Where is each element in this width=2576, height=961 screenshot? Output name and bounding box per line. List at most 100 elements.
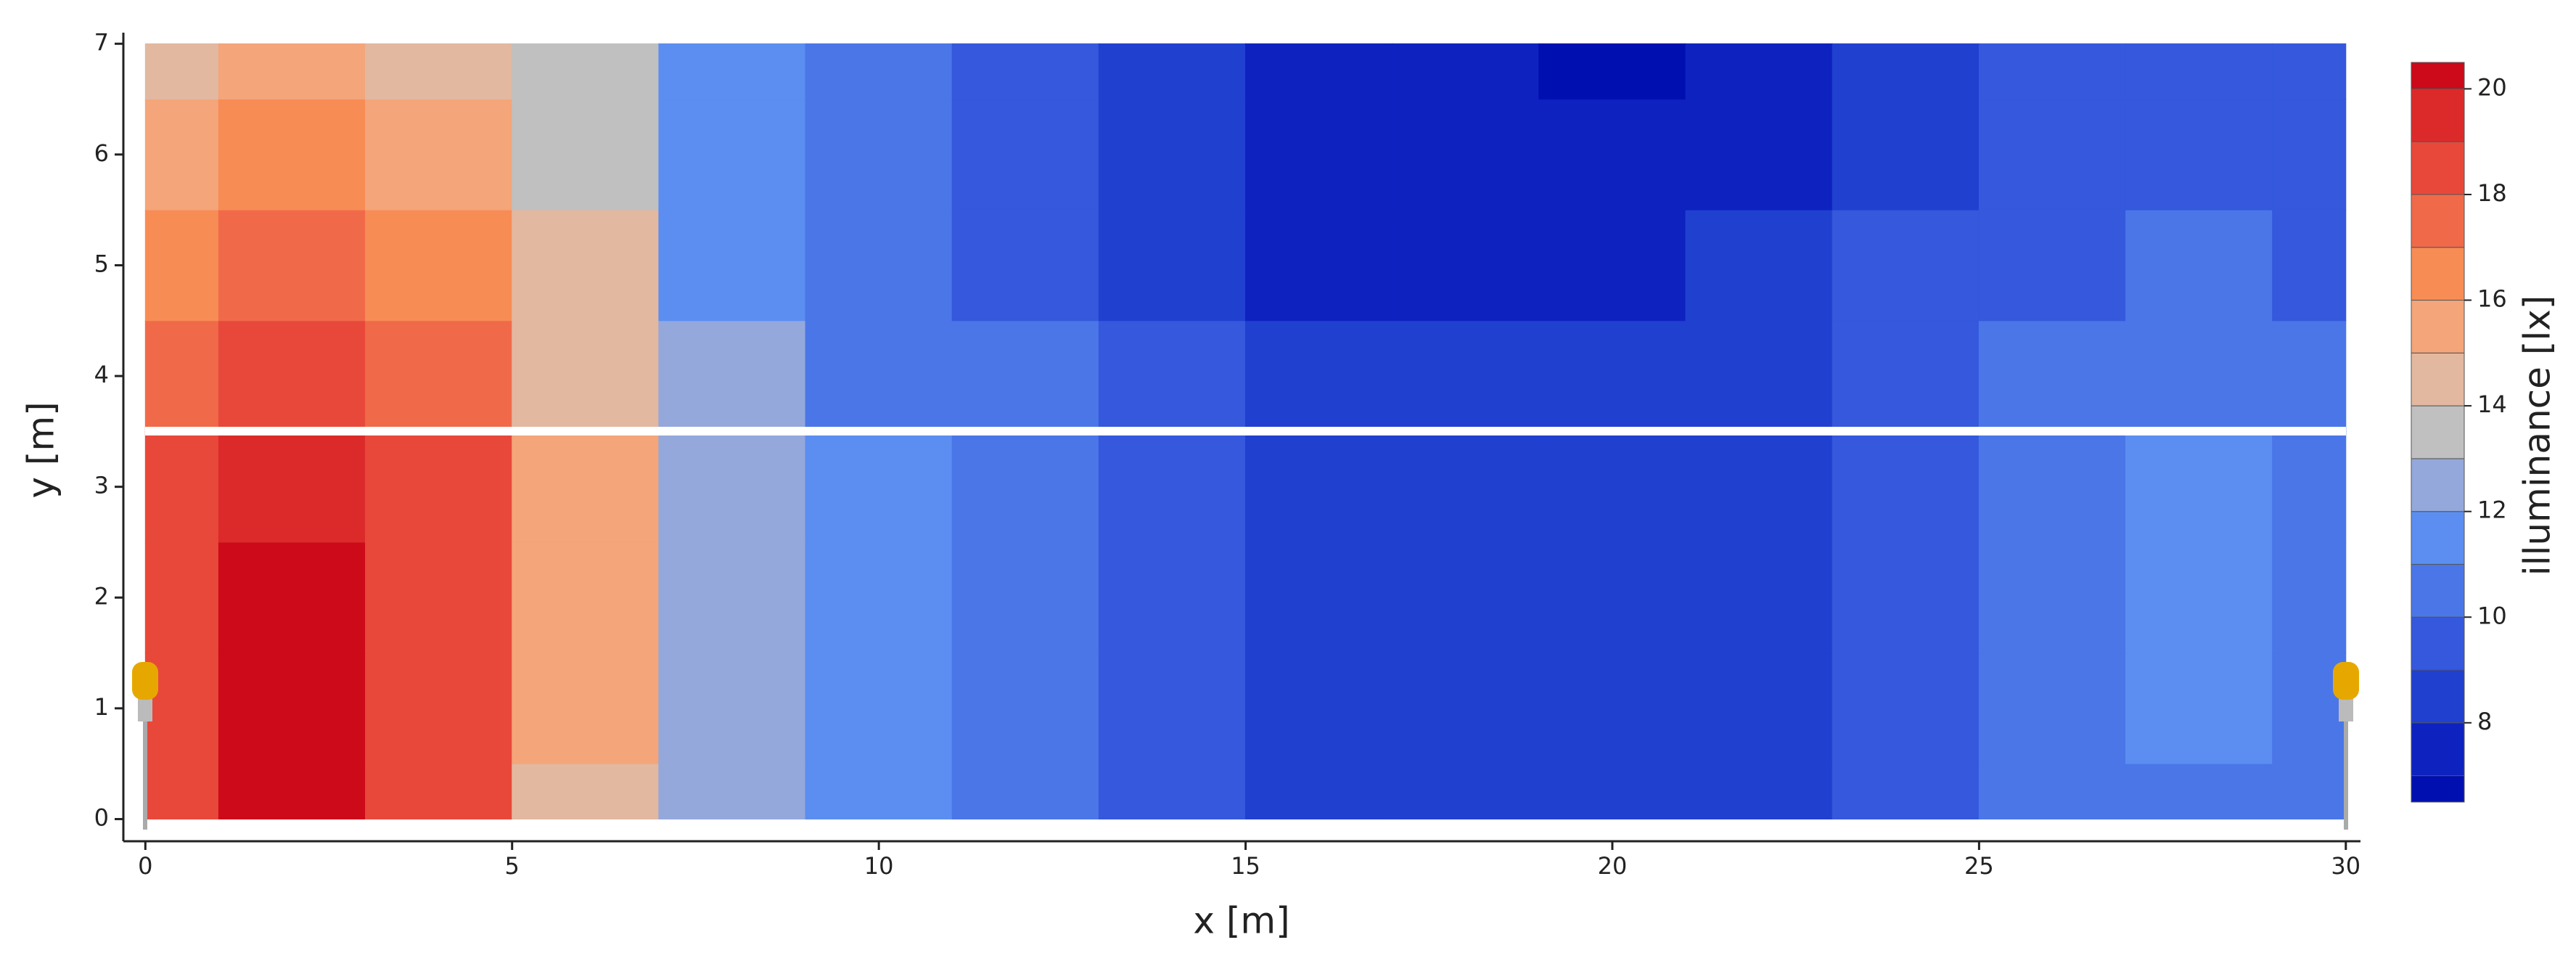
contour-cell [1978, 653, 2127, 764]
y-tick-label: 5 [94, 250, 109, 277]
colorbar-label: illuminance [lx] [2516, 295, 2559, 576]
y-axis-label: y [m] [20, 401, 62, 498]
contour-cell [1098, 653, 1247, 764]
contour-cell [1392, 99, 1540, 210]
x-tick-label: 10 [864, 852, 894, 880]
contour-cell [1392, 763, 1540, 819]
contour-cell [1098, 430, 1247, 543]
y-tick-label: 2 [94, 582, 109, 610]
contour-cell [1538, 430, 1686, 543]
contour-cell [951, 763, 1099, 819]
contour-cell [951, 430, 1099, 543]
contour-cell [1098, 541, 1247, 654]
contour-cell [144, 209, 219, 322]
contour-cell [2125, 209, 2273, 322]
colorbar-band [2411, 669, 2465, 724]
contour-cell [1831, 209, 1980, 322]
contour-cell [1392, 43, 1540, 100]
contour-cell [805, 43, 953, 100]
contour-cell [2125, 541, 2273, 654]
contour-cell [1538, 43, 1686, 100]
contour-cell [1978, 209, 2127, 322]
contour-cell [951, 653, 1099, 764]
contour-cell [1685, 653, 1833, 764]
contour-cell [658, 541, 806, 654]
contour-cell [1098, 763, 1247, 819]
colorbar-tick-label: 10 [2477, 602, 2507, 629]
contour-cell [1245, 653, 1393, 764]
contour-cell [1392, 653, 1540, 764]
colorbar-band [2411, 511, 2465, 565]
colorbar-tick-label: 14 [2477, 390, 2507, 418]
contour-cell [2125, 763, 2273, 819]
contour-field [144, 43, 2347, 819]
contour-cell [1245, 320, 1393, 432]
contour-cell [1685, 99, 1833, 210]
contour-cell [1392, 430, 1540, 543]
contour-cell [2125, 430, 2273, 543]
contour-cell [512, 43, 660, 100]
contour-cell [2272, 541, 2347, 654]
y-tick-label: 3 [94, 472, 109, 499]
contour-cell [1392, 320, 1540, 432]
contour-cell [2125, 43, 2273, 100]
x-tick-label: 0 [138, 852, 152, 880]
x-tick-label: 20 [1598, 852, 1628, 880]
colorbar-band [2411, 352, 2465, 406]
contour-cell [1245, 43, 1393, 100]
contour-cell [512, 320, 660, 432]
contour-cell [951, 99, 1099, 210]
barrier-line [145, 427, 2346, 435]
colorbar-band [2411, 616, 2465, 671]
contour-cell [218, 43, 366, 100]
contour-cell [365, 653, 513, 764]
contour-cell [2272, 430, 2347, 543]
contour-cell [1831, 763, 1980, 819]
lamp-right [2333, 662, 2359, 830]
contour-cell [1978, 763, 2127, 819]
contour-cell [365, 541, 513, 654]
contour-cell [1538, 209, 1686, 322]
contour-cell [512, 653, 660, 764]
y-tick-label: 7 [94, 28, 109, 56]
contour-cell [218, 653, 366, 764]
contour-cell [1685, 430, 1833, 543]
contour-cell [218, 99, 366, 210]
contour-cell [1831, 430, 1980, 543]
contour-cell [365, 763, 513, 819]
contour-cell [365, 430, 513, 543]
colorbar-band [2411, 88, 2465, 142]
contour-cell [512, 541, 660, 654]
contour-cell [218, 541, 366, 654]
contour-cell [218, 209, 366, 322]
lamp-left [132, 662, 158, 830]
contour-cell [2272, 763, 2347, 819]
contour-cell [1098, 99, 1247, 210]
contour-cell [1685, 763, 1833, 819]
contour-cell [144, 763, 219, 819]
contour-cell [1978, 541, 2127, 654]
contour-cell [1831, 541, 1980, 654]
colorbar-band [2411, 563, 2465, 618]
x-tick-label: 15 [1231, 852, 1260, 880]
colorbar-band [2411, 62, 2465, 89]
contour-cell [218, 763, 366, 819]
contour-cell [144, 541, 219, 654]
colorbar-tick-label: 16 [2477, 285, 2507, 313]
contour-cell [1978, 320, 2127, 432]
contour-cell [1245, 541, 1393, 654]
contour-cell [1098, 209, 1247, 322]
colorbar-band [2411, 775, 2465, 803]
contour-cell [658, 320, 806, 432]
contour-cell [1685, 320, 1833, 432]
colorbar-band [2411, 300, 2465, 353]
contour-cell [365, 320, 513, 432]
contour-cell [1685, 209, 1833, 322]
x-tick-label: 5 [505, 852, 520, 880]
contour-cell [805, 541, 953, 654]
contour-cell [365, 209, 513, 322]
contour-cell [218, 320, 366, 432]
colorbar-band [2411, 458, 2465, 512]
contour-cell [512, 99, 660, 210]
x-tick-label: 25 [1964, 852, 1994, 880]
